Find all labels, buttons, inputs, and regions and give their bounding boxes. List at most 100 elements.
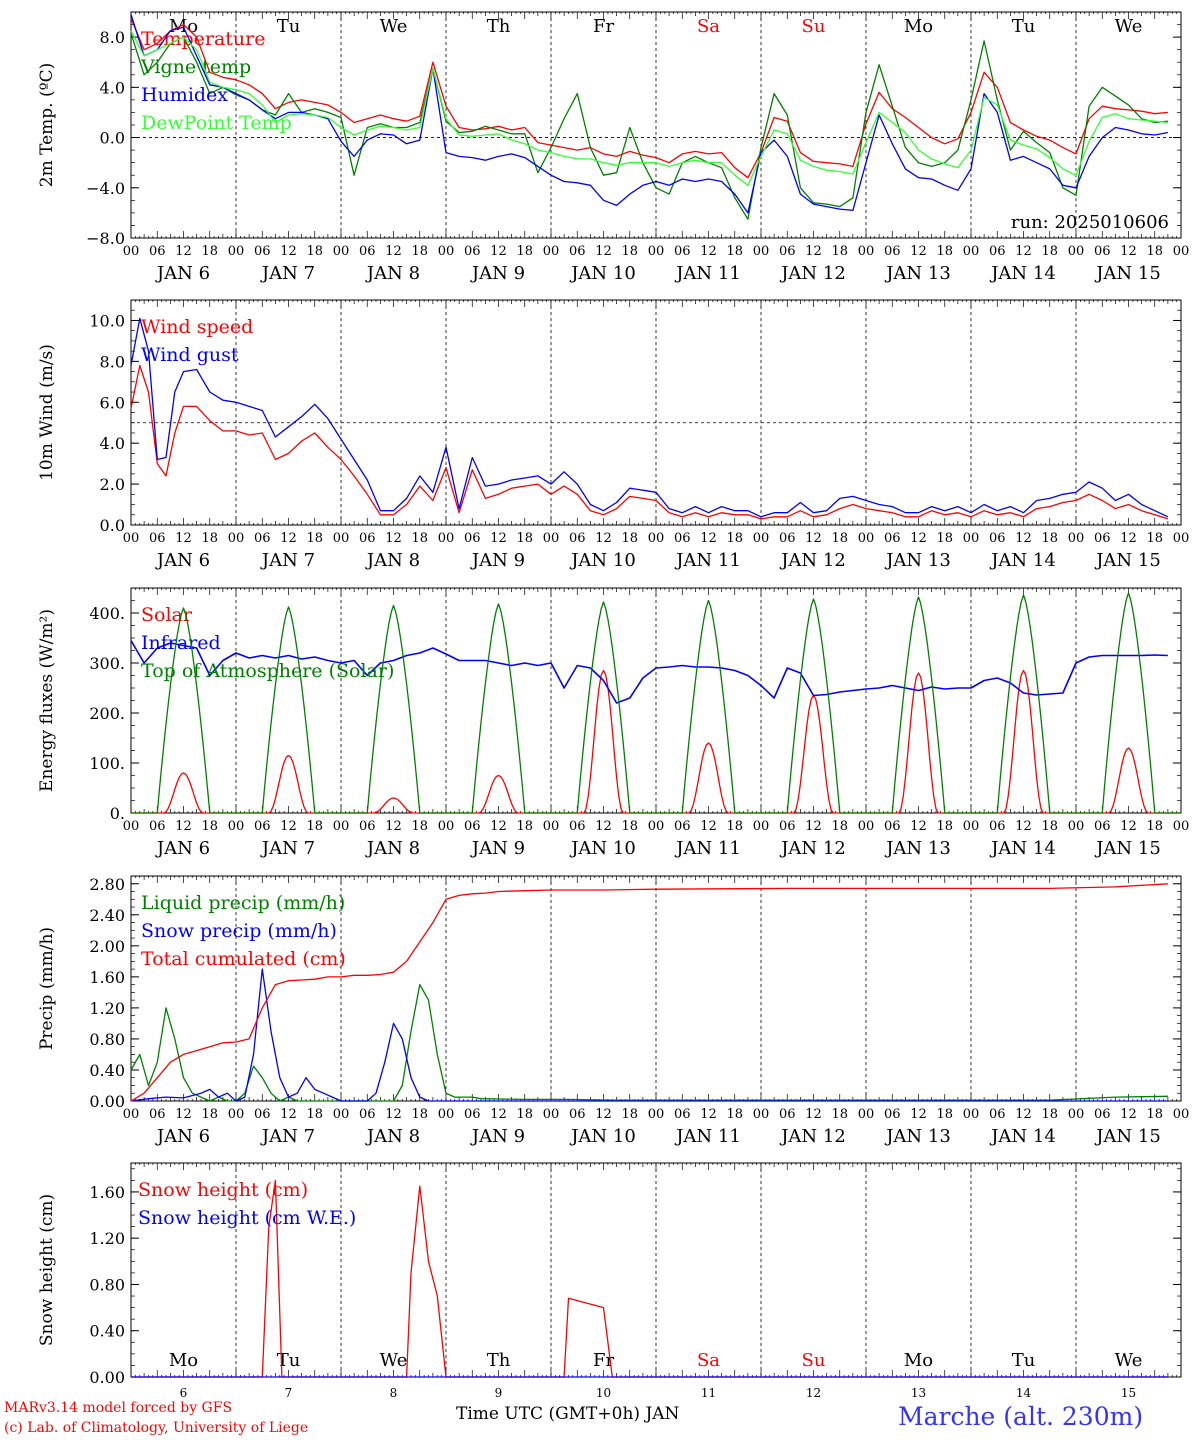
date-label: JAN 9: [470, 550, 525, 571]
hour-label: 18: [306, 531, 323, 546]
y-tick-label: 200.: [89, 704, 125, 723]
hour-label: 12: [805, 531, 822, 546]
hour-label: 00: [438, 531, 455, 546]
legend-entry: Total cumulated (cm): [141, 948, 346, 970]
hour-label: 12: [385, 531, 402, 546]
weekday-label: Mo: [904, 1350, 933, 1371]
hour-label: 18: [1041, 531, 1058, 546]
date-label: JAN 15: [1094, 550, 1161, 571]
hour-label: 18: [1146, 1107, 1163, 1122]
hour-label: 18: [516, 531, 533, 546]
hour-label: 12: [595, 531, 612, 546]
hour-label: 12: [175, 1107, 192, 1122]
hour-label: 06: [464, 531, 481, 546]
date-label: JAN 8: [365, 1126, 420, 1147]
hour-label: 00: [123, 1107, 140, 1122]
weekday-label: Tu: [1012, 1350, 1036, 1371]
hour-label: 00: [333, 1107, 350, 1122]
weekday-label: Su: [802, 16, 826, 37]
hour-label: 12: [385, 1107, 402, 1122]
hour-label: 00: [858, 244, 875, 259]
hour-label: 06: [779, 1107, 796, 1122]
hour-label: 12: [595, 244, 612, 259]
series-line-dewpoint-temp: [130, 30, 1168, 186]
hour-label: 12: [910, 819, 927, 834]
y-axis-label: 2m Temp. (ºC): [37, 63, 57, 188]
weekday-label: Mo: [169, 1350, 198, 1371]
weekday-label: Tu: [277, 1350, 301, 1371]
date-label: JAN 15: [1094, 1126, 1161, 1147]
weekday-label: Sa: [697, 1350, 720, 1371]
hour-label: 06: [989, 819, 1006, 834]
hour-label: 06: [359, 244, 376, 259]
legend-entry: Solar: [141, 604, 193, 626]
panel-5: 1.60 1.20 0.80 0.40 0.00 Snow height (cm) Mo Tu…: [37, 1162, 1182, 1400]
date-label: JAN 9: [470, 1126, 525, 1147]
y-tick-label: 2.00: [89, 937, 125, 956]
hour-label: 06: [569, 244, 586, 259]
y-tick-label: 8.0: [100, 28, 125, 47]
date-label: JAN 10: [569, 838, 636, 859]
hour-label: 00: [753, 1107, 770, 1122]
y-tick-label: 300.: [89, 654, 125, 673]
panel-4: 2.80 2.40 2.00 1.60 1.20 0.80 0.40 0.00 Precip (…: [37, 875, 1189, 1147]
panel-1: 8.0 4.0 0.0 −4.0 −8.0 2m Temp. (ºC) Mo Tu We Th Fr…: [37, 11, 1189, 284]
hour-label: 18: [201, 819, 218, 834]
y-tick-label: 0.80: [89, 1030, 125, 1049]
legend-entry: DewPoint Temp: [141, 112, 292, 134]
hour-label: 18: [621, 1107, 638, 1122]
hour-label: 12: [1120, 531, 1137, 546]
hour-label: 18: [1041, 1107, 1058, 1122]
run-label: run: 2025010606: [1011, 212, 1169, 233]
y-tick-label: 0.0: [100, 129, 125, 148]
hour-label: 12: [1120, 819, 1137, 834]
hour-label: 06: [884, 531, 901, 546]
y-tick-label: 6.0: [100, 393, 125, 412]
hour-label: 12: [1015, 531, 1032, 546]
y-axis-label: Energy fluxes (W/m²): [37, 609, 57, 792]
hour-label: 00: [543, 1107, 560, 1122]
y-tick-label: 2.80: [89, 875, 125, 894]
hour-label: 18: [306, 1107, 323, 1122]
date-label: JAN 9: [470, 263, 525, 284]
y-axis-label: Snow height (cm): [37, 1194, 57, 1346]
hour-label: 12: [490, 1107, 507, 1122]
hour-label: 06: [989, 531, 1006, 546]
legend-entry: Humidex: [141, 84, 228, 106]
hour-label: 00: [963, 244, 980, 259]
hour-label: 12: [280, 244, 297, 259]
hour-label: 00: [648, 1107, 665, 1122]
hour-label: 18: [831, 244, 848, 259]
hour-label: 18: [1041, 819, 1058, 834]
hour-label: 18: [516, 244, 533, 259]
hour-label: 12: [385, 244, 402, 259]
y-tick-label: 10.0: [89, 311, 125, 330]
weekday-label: Su: [802, 1350, 826, 1371]
hour-label: 00: [648, 819, 665, 834]
hour-label: 18: [516, 1107, 533, 1122]
hour-label: 06: [779, 819, 796, 834]
hour-label: 12: [595, 819, 612, 834]
day-number-label: 10: [596, 1386, 611, 1400]
hour-label: 06: [359, 1107, 376, 1122]
hour-label: 06: [569, 531, 586, 546]
hour-label: 12: [805, 1107, 822, 1122]
date-label: JAN 8: [365, 263, 420, 284]
y-tick-label: 1.60: [89, 968, 125, 987]
hour-label: 06: [674, 819, 691, 834]
weekday-label: We: [1115, 16, 1143, 37]
hour-label: 12: [805, 244, 822, 259]
series-line-top-of-atmosphere-solar: [131, 592, 1181, 814]
plot-frame: [130, 587, 1182, 814]
plot-frame: [130, 299, 1182, 526]
date-label: JAN 11: [674, 838, 741, 859]
hour-label: 06: [149, 531, 166, 546]
date-label: JAN 13: [884, 838, 951, 859]
weekday-label: Tu: [1012, 16, 1036, 37]
hour-label: 06: [254, 819, 271, 834]
weekday-label: We: [380, 16, 408, 37]
hour-label: 12: [280, 1107, 297, 1122]
series-line-infrared: [130, 640, 1168, 704]
hour-label: 06: [464, 819, 481, 834]
hour-label: 06: [884, 244, 901, 259]
